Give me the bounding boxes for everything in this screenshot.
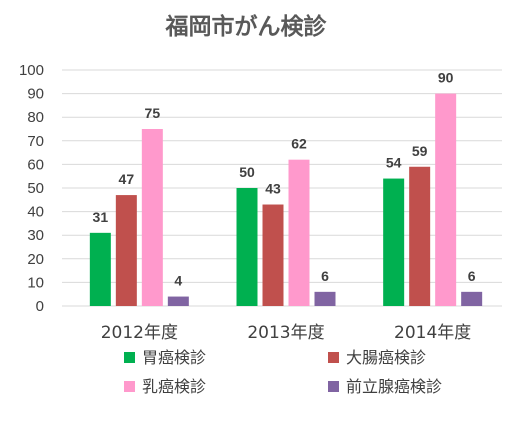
- y-tick-label: 0: [36, 298, 44, 315]
- chart-title: 福岡市がん検診: [165, 13, 328, 40]
- data-label: 6: [321, 268, 329, 284]
- y-tick-label: 10: [27, 274, 44, 291]
- data-label: 54: [386, 155, 402, 171]
- x-axis-ticks: 2012年度 2013年度 2014年度: [101, 323, 472, 343]
- legend-label: 胃癌検診: [142, 348, 206, 367]
- y-tick-label: 30: [27, 227, 44, 244]
- bar: [435, 93, 457, 306]
- x-tick-label: 2013年度: [247, 323, 324, 343]
- data-label: 50: [239, 164, 255, 180]
- y-tick-label: 70: [27, 133, 44, 150]
- data-label: 43: [265, 181, 281, 197]
- bar: [409, 166, 431, 306]
- bar: [236, 188, 258, 306]
- y-tick-label: 80: [27, 109, 44, 126]
- y-tick-label: 40: [27, 204, 44, 221]
- bar: [288, 159, 310, 306]
- data-label: 47: [119, 171, 135, 187]
- bar: [167, 296, 189, 306]
- bar: [314, 291, 336, 306]
- bar: [141, 129, 163, 306]
- y-tick-label: 90: [27, 86, 44, 103]
- bar: [383, 178, 405, 306]
- legend-swatch: [124, 381, 135, 392]
- y-axis-ticks: 0 10 20 30 40 50 60 70 80 90 100: [19, 62, 44, 315]
- data-labels: 31 47 75 4 50 43 62 6 54 59 90 6: [93, 70, 476, 289]
- legend-label: 前立腺癌検診: [346, 377, 442, 396]
- data-label: 59: [412, 143, 428, 159]
- legend-swatch: [328, 352, 339, 363]
- legend-label: 大腸癌検診: [346, 348, 426, 367]
- bar: [115, 195, 137, 306]
- data-label: 31: [93, 209, 109, 225]
- legend-label: 乳癌検診: [142, 377, 206, 396]
- y-tick-label: 50: [27, 180, 44, 197]
- legend-swatch: [124, 352, 135, 363]
- data-label: 90: [438, 70, 454, 86]
- bars: [89, 93, 483, 306]
- bar: [89, 232, 111, 306]
- y-tick-label: 100: [19, 62, 44, 79]
- x-tick-label: 2014年度: [394, 323, 471, 343]
- bar: [461, 291, 483, 306]
- data-label: 75: [145, 105, 161, 121]
- data-label: 6: [468, 268, 476, 284]
- data-label: 62: [291, 136, 307, 152]
- bar: [262, 204, 284, 306]
- legend-swatch: [328, 381, 339, 392]
- data-label: 4: [174, 273, 182, 289]
- x-tick-label: 2012年度: [101, 323, 178, 343]
- y-tick-label: 20: [27, 251, 44, 268]
- y-tick-label: 60: [27, 156, 44, 173]
